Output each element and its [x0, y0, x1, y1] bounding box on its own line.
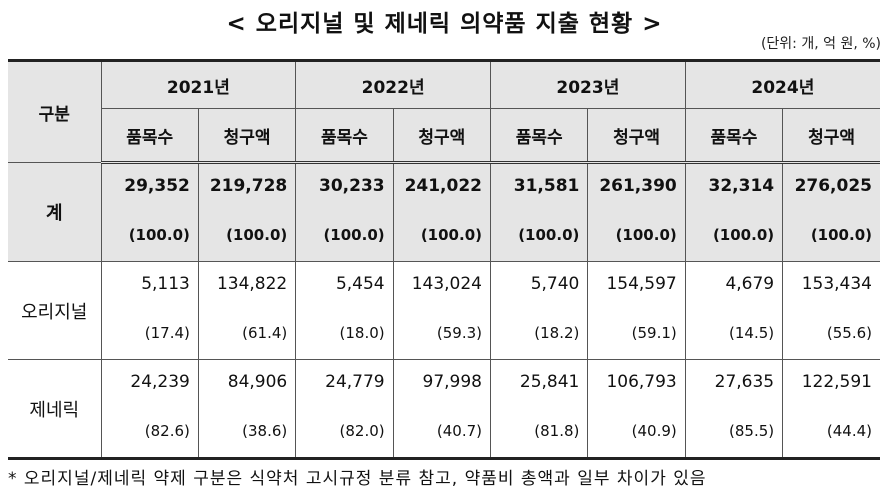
cell-value: 29,352 [124, 176, 190, 196]
table-cell: 5,740 (18.2) [489, 261, 589, 360]
table-cell: 5,454 (18.0) [295, 261, 394, 360]
cell-value: 97,998 [422, 372, 482, 392]
cell-share: (100.0) [518, 226, 580, 244]
cell-share: (55.6) [826, 324, 872, 342]
cell-share: (40.9) [631, 422, 677, 440]
cell-value: 24,779 [325, 372, 385, 392]
table-cell: 219,728 (100.0) [197, 162, 297, 262]
table-row: 오리지널 5,113 (17.4) 134,822 (61.4) 5,454 (18.0) 1… [8, 261, 880, 360]
row-label: 오리지널 [8, 261, 102, 360]
table-row: 계 29,352 (100.0) 219,728 (100.0) 30,233 (100.0… [8, 162, 880, 262]
cell-share: (85.5) [729, 422, 775, 440]
cell-share: (14.5) [729, 324, 775, 342]
table-cell: 153,434 (55.6) [782, 261, 880, 360]
row-label: 제네릭 [8, 359, 102, 460]
table-cell: 143,024 (59.3) [392, 261, 492, 360]
cell-value: 241,022 [404, 176, 482, 196]
table-cell: 27,635 (85.5) [684, 359, 784, 460]
table-cell: 25,841 (81.8) [489, 359, 589, 460]
unit-label: (단위: 개, 억 원, %) [760, 36, 881, 52]
table-cell: 106,793 (40.9) [587, 359, 686, 460]
table-cell: 24,239 (82.6) [100, 359, 199, 460]
cell-value: 219,728 [209, 176, 288, 196]
footnote: * 오리지널/제네릭 약제 구분은 식약처 고시규정 분류 참고, 약품비 총액… [8, 469, 707, 489]
header-year: 2024년 [684, 59, 880, 109]
cell-share: (100.0) [420, 226, 482, 244]
table-cell: 5,113 (17.4) [100, 261, 199, 360]
cell-value: 5,740 [530, 274, 580, 294]
table-cell: 261,390 (100.0) [587, 162, 686, 262]
cell-share: (44.4) [826, 422, 872, 440]
cell-value: 30,233 [319, 176, 385, 196]
cell-share: (100.0) [226, 226, 288, 244]
cell-share: (100.0) [615, 226, 677, 244]
cell-value: 134,822 [216, 274, 288, 294]
header-item-count: 품목수 [101, 108, 199, 164]
table-title: < 오리지널 및 제네릭 의약품 지출 현황 > [226, 11, 663, 37]
table-cell: 97,998 (40.7) [392, 359, 492, 460]
cell-value: 143,024 [411, 274, 482, 294]
header-row-years: 구분 2021년 2022년 2023년 2024년 [8, 59, 880, 163]
table-cell: 24,779 (82.0) [295, 359, 394, 460]
header-item-count: 품목수 [295, 108, 394, 164]
header-claim-amount: 청구액 [782, 108, 880, 164]
table-cell: 84,906 (38.6) [197, 359, 297, 460]
cell-value: 122,591 [801, 372, 872, 392]
cell-share: (17.4) [144, 324, 190, 342]
cell-value: 261,390 [599, 176, 677, 196]
header-year: 2022년 [295, 59, 491, 109]
row-label: 계 [8, 162, 102, 262]
cell-share: (100.0) [128, 226, 190, 244]
header-claim-amount: 청구액 [197, 108, 297, 164]
table-cell: 30,233 (100.0) [295, 162, 394, 262]
header-category: 구분 [8, 59, 102, 163]
header-item-count: 품목수 [684, 108, 784, 164]
header-claim-amount: 청구액 [392, 108, 492, 164]
table-cell: 29,352 (100.0) [100, 162, 199, 262]
table-cell: 31,581 (100.0) [489, 162, 589, 262]
cell-value: 84,906 [227, 372, 288, 392]
table-cell: 241,022 (100.0) [392, 162, 492, 262]
cell-share: (100.0) [712, 226, 775, 244]
cell-value: 31,581 [513, 176, 580, 196]
cell-value: 4,679 [725, 274, 775, 294]
cell-value: 24,239 [130, 372, 190, 392]
cell-share: (81.8) [534, 422, 580, 440]
cell-value: 154,597 [606, 274, 677, 294]
cell-share: (100.0) [810, 226, 872, 244]
header-item-count: 품목수 [489, 108, 589, 164]
cell-share: (18.2) [534, 324, 580, 342]
header-claim-amount: 청구액 [587, 108, 686, 164]
table-cell: 276,025 (100.0) [782, 162, 880, 262]
drug-expenditure-table: 구분 2021년 2022년 2023년 2024년 품목수 청구액 품목수 청구액 품목수 청… [8, 59, 880, 460]
cell-value: 32,314 [708, 176, 775, 196]
cell-share: (82.6) [144, 422, 190, 440]
table-cell: 122,591 (44.4) [782, 359, 880, 460]
cell-share: (40.7) [436, 422, 482, 440]
cell-share: (18.0) [339, 324, 385, 342]
cell-value: 153,434 [801, 274, 872, 294]
cell-share: (61.4) [242, 324, 288, 342]
cell-share: (59.3) [436, 324, 482, 342]
cell-value: 27,635 [714, 372, 775, 392]
table-cell: 154,597 (59.1) [587, 261, 686, 360]
cell-share: (59.1) [631, 324, 677, 342]
header-year: 2023년 [490, 59, 686, 109]
table-cell: 32,314 (100.0) [684, 162, 784, 262]
cell-value: 5,113 [141, 274, 190, 294]
table-cell: 134,822 (61.4) [197, 261, 297, 360]
table-cell: 4,679 (14.5) [684, 261, 784, 360]
table-row: 제네릭 24,239 (82.6) 84,906 (38.6) 24,779 (82.0) 9… [8, 359, 880, 460]
cell-value: 106,793 [606, 372, 677, 392]
header-year: 2021년 [100, 59, 297, 109]
cell-value: 25,841 [519, 372, 580, 392]
cell-share: (38.6) [242, 422, 288, 440]
cell-share: (100.0) [323, 226, 385, 244]
cell-value: 5,454 [335, 274, 385, 294]
cell-value: 276,025 [794, 176, 872, 196]
cell-share: (82.0) [339, 422, 385, 440]
header-row-sub: 품목수 청구액 품목수 청구액 품목수 청구액 품목수 청구액 [8, 108, 880, 164]
